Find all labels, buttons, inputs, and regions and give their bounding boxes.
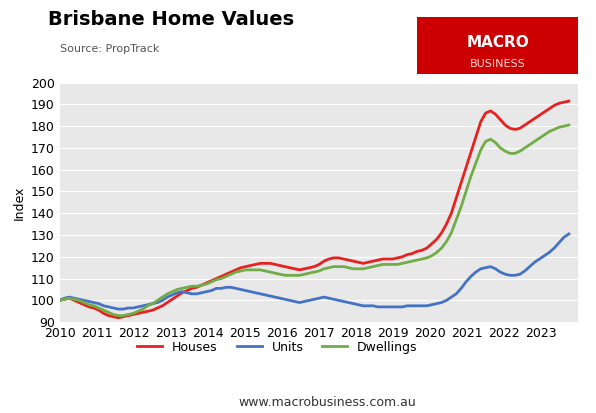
Text: BUSINESS: BUSINESS — [470, 59, 526, 69]
Line: Units: Units — [60, 234, 569, 309]
Units — [56, 298, 63, 303]
Houses — [565, 99, 572, 104]
Y-axis label: Index: Index — [13, 185, 25, 220]
Houses — [433, 237, 440, 242]
Units — [129, 306, 136, 311]
Units — [565, 231, 572, 236]
Dwellings — [281, 273, 288, 278]
Houses — [115, 315, 122, 320]
Units — [433, 301, 440, 306]
Line: Houses: Houses — [60, 101, 569, 318]
Houses — [129, 312, 136, 317]
Legend: Houses, Units, Dwellings: Houses, Units, Dwellings — [132, 336, 423, 359]
Houses — [281, 264, 288, 269]
Houses — [560, 100, 567, 104]
Dwellings — [428, 253, 435, 258]
Houses — [428, 241, 435, 246]
Units — [61, 296, 68, 301]
Dwellings — [61, 297, 68, 302]
Dwellings — [56, 298, 63, 303]
Dwellings — [433, 250, 440, 255]
Text: Source: PropTrack: Source: PropTrack — [60, 44, 159, 54]
Units — [428, 302, 435, 307]
Units — [115, 306, 122, 311]
Line: Dwellings: Dwellings — [60, 125, 569, 316]
Text: MACRO: MACRO — [466, 35, 529, 50]
Houses — [61, 297, 68, 302]
Units — [281, 297, 288, 302]
Dwellings — [560, 123, 567, 128]
Units — [560, 235, 567, 240]
Text: www.macrobusiness.com.au: www.macrobusiness.com.au — [239, 396, 417, 409]
Dwellings — [115, 313, 122, 318]
Text: Brisbane Home Values: Brisbane Home Values — [48, 10, 294, 29]
Houses — [56, 298, 63, 303]
Dwellings — [129, 311, 136, 316]
Dwellings — [565, 123, 572, 128]
